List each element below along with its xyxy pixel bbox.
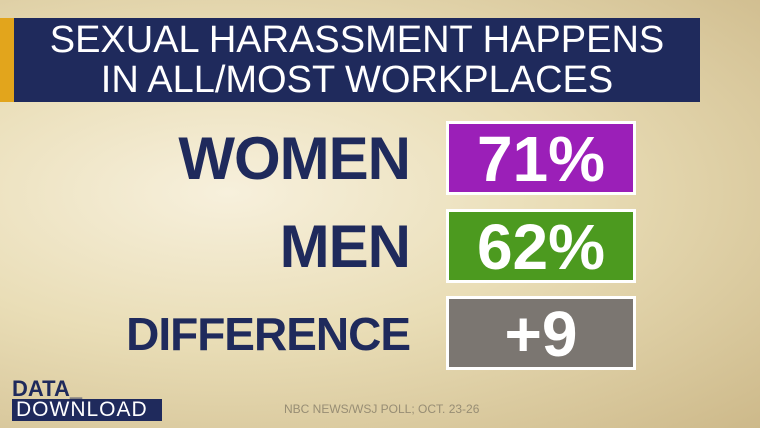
- value-box: 71%: [446, 121, 636, 195]
- logo-line: DOWNLOAD: [12, 399, 162, 421]
- title-line: SEXUAL HARASSMENT HAPPENS: [49, 19, 665, 61]
- accent-strip: [0, 18, 14, 102]
- row-label: MEN: [279, 213, 411, 280]
- row: DIFFERENCE +9: [0, 296, 760, 372]
- source: NBC NEWS/WSJ POLL; OCT. 23-26: [284, 402, 480, 416]
- value-box: 62%: [446, 209, 636, 283]
- row-label: WOMEN: [178, 125, 411, 192]
- title-banner: SEXUAL HARASSMENT HAPPENS IN ALL/MOST WO…: [14, 18, 700, 102]
- row-label: DIFFERENCE: [126, 308, 411, 360]
- title-line: IN ALL/MOST WORKPLACES: [100, 59, 614, 101]
- logo-line: DATA_: [12, 376, 83, 401]
- row: MEN 62%: [0, 209, 760, 285]
- row: WOMEN 71%: [0, 121, 760, 197]
- value-box: +9: [446, 296, 636, 370]
